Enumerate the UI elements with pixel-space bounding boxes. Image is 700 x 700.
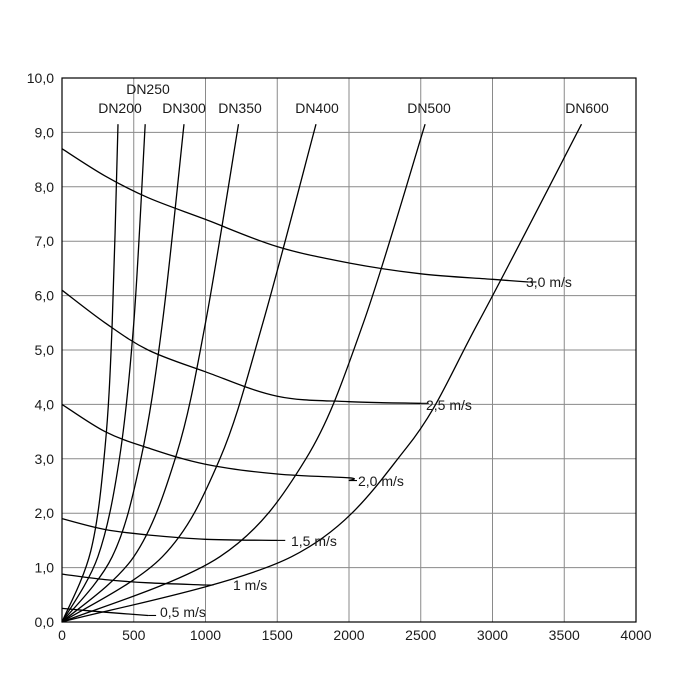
curve-dn350 xyxy=(61,124,240,623)
y-tick-label: 6,0 xyxy=(35,288,55,304)
curve-velocity-2-5-m-s xyxy=(61,289,421,404)
x-tick-label: 500 xyxy=(122,627,146,643)
y-tick-label: 1,0 xyxy=(35,560,55,576)
y-tick-label: 5,0 xyxy=(35,342,55,358)
y-tick-label: 3,0 xyxy=(35,451,55,467)
y-tick-label: 7,0 xyxy=(35,233,55,249)
x-tick-label: 1500 xyxy=(262,627,293,643)
curve-dn600 xyxy=(61,123,583,623)
label-dn250: DN250 xyxy=(126,81,170,97)
curve-dn300 xyxy=(61,124,185,623)
x-tick-label: 3500 xyxy=(549,627,580,643)
label-dn350: DN350 xyxy=(218,100,262,116)
label-velocity-2-0: 2,0 m/s xyxy=(358,473,404,489)
y-tick-label: 8,0 xyxy=(35,179,55,195)
x-tick-label: 4000 xyxy=(620,627,651,643)
label-dn300: DN300 xyxy=(162,100,206,116)
curve-velocity-2-0-m-s xyxy=(61,403,355,482)
label-velocity-1-5: 1,5 m/s xyxy=(291,533,337,549)
y-tick-label: 4,0 xyxy=(35,396,55,412)
y-tick-label: 0,0 xyxy=(35,614,55,630)
x-tick-label: 2000 xyxy=(333,627,364,643)
y-tick-label: 9,0 xyxy=(35,124,55,140)
tick-labels: 0 500 1000 1500 2000 2500 3000 3500 4000 0,0 1,0 2,… xyxy=(27,70,652,643)
plot-frame xyxy=(61,77,637,623)
y-tick-label: 10,0 xyxy=(27,70,54,86)
curve-dn400 xyxy=(61,124,317,623)
curve-velocity-1-5-m-s xyxy=(61,517,278,542)
curve-velocity-3-0-m-s xyxy=(61,148,529,283)
curve-velocity-0-5-m-s xyxy=(61,607,149,617)
x-tick-label: 2500 xyxy=(405,627,436,643)
curve-dn250 xyxy=(61,124,146,623)
label-dn600: DN600 xyxy=(565,100,609,116)
plot-curves xyxy=(61,123,583,623)
label-velocity-3-0: 3,0 m/s xyxy=(526,274,572,290)
y-tick-label: 2,0 xyxy=(35,505,55,521)
curve-velocity-1-m-s xyxy=(61,573,206,586)
x-tick-label: 1000 xyxy=(190,627,221,643)
curve-dn200 xyxy=(61,124,119,623)
x-tick-label: 0 xyxy=(58,627,66,643)
label-dn500: DN500 xyxy=(407,100,451,116)
label-dn200: DN200 xyxy=(98,100,142,116)
label-velocity-0-5: 0,5 m/s xyxy=(160,604,206,620)
grid-lines xyxy=(61,77,637,623)
label-velocity-1-0: 1 m/s xyxy=(233,577,267,593)
x-tick-label: 3000 xyxy=(477,627,508,643)
label-dn400: DN400 xyxy=(295,100,339,116)
label-velocity-2-5: 2,5 m/s xyxy=(426,397,472,413)
